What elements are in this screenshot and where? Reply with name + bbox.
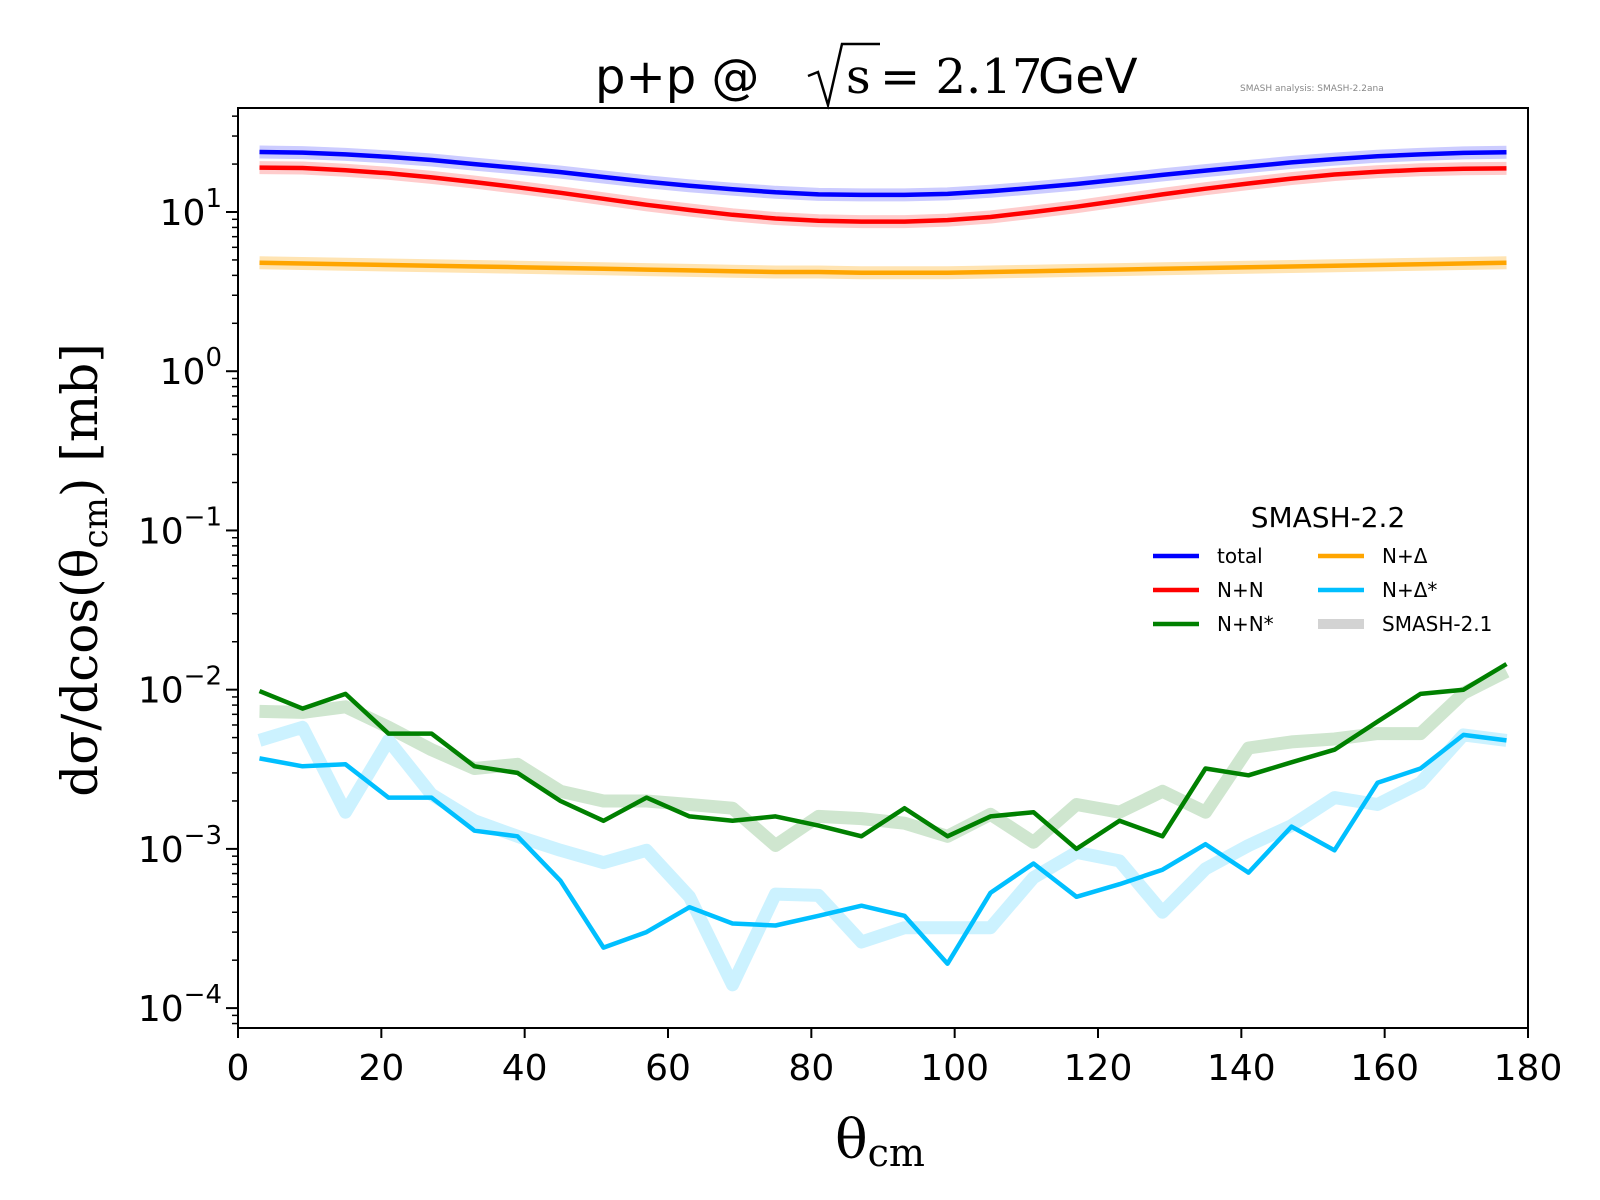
y-tick-label: 10−2 — [138, 662, 222, 712]
x-tick-label: 20 — [358, 1048, 404, 1089]
xlabel-sub: cm — [868, 1131, 925, 1175]
y-axis-label: dσ/dcos(θcm) [mb] — [51, 343, 116, 797]
title-suffix: GeV — [1038, 49, 1138, 105]
legend-n-n-label: N+N* — [1217, 612, 1274, 636]
title-sqrt-arg: s — [846, 49, 871, 105]
legend-n-n-label: N+N — [1217, 578, 1264, 602]
annotation: SMASH analysis: SMASH-2.2ana — [1240, 84, 1384, 94]
legend-total-label: total — [1217, 544, 1263, 568]
n-n--line — [258, 662, 1508, 852]
total-line — [259, 149, 1507, 198]
svg-text:p+p @: p+p @ — [595, 49, 759, 105]
xlabel-base: θ — [835, 1108, 868, 1171]
plot-frame — [237, 107, 1529, 1029]
n--line — [259, 260, 1507, 276]
plot-area — [257, 145, 1510, 992]
n--line — [259, 732, 1507, 966]
x-tick-label: 80 — [788, 1048, 834, 1089]
legend-smash-2-1-label: SMASH-2.1 — [1382, 612, 1492, 636]
x-tick-label: 0 — [227, 1048, 250, 1089]
x-tick-label: 140 — [1207, 1048, 1276, 1089]
title-value: = 2.17 — [880, 49, 1042, 105]
legend-title: SMASH-2.2 — [1251, 501, 1406, 534]
y-tick-label: 100 — [160, 343, 222, 393]
y-tick-label: 10−3 — [138, 821, 222, 871]
x-tick-label: 60 — [645, 1048, 691, 1089]
x-tick-label: 100 — [920, 1048, 989, 1089]
x-tick-label: 180 — [1494, 1048, 1563, 1089]
legend: SMASH-2.2 total N+Δ N+N N+Δ* N+N* SMASH-2.1 — [1153, 501, 1492, 636]
y-tick-label: 10−1 — [138, 502, 222, 552]
legend-n-label: N+Δ* — [1382, 578, 1437, 602]
x-tick-label: 40 — [502, 1048, 548, 1089]
x-tick-label: 160 — [1350, 1048, 1419, 1089]
x-tick-label: 120 — [1064, 1048, 1133, 1089]
ylabel-suffix: ) [mb] — [51, 343, 109, 497]
n-n-line — [259, 165, 1507, 224]
legend-n-label: N+Δ — [1382, 544, 1428, 568]
sqrt-symbol — [807, 42, 880, 110]
title-prefix: p+p @ — [595, 49, 759, 105]
svg-text:dσ/dcos(θcm) [mb]: dσ/dcos(θcm) [mb] — [51, 343, 116, 797]
axes: 0 20 40 60 80 100 120 140 160 180 101 100 10−1 10−2 10… — [138, 115, 1563, 1089]
y-tick-label: 10−4 — [138, 980, 222, 1030]
y-tick-label: 101 — [160, 184, 222, 234]
reference-line-4 — [257, 720, 1508, 992]
ylabel-sub: cm — [76, 497, 116, 548]
ylabel-prefix: dσ/dcos(θ — [51, 548, 109, 796]
x-axis-label: θcm — [835, 1108, 925, 1175]
chart-title: p+p @ s = 2.17 GeV — [595, 42, 1138, 110]
reference-line-3 — [259, 665, 1510, 852]
